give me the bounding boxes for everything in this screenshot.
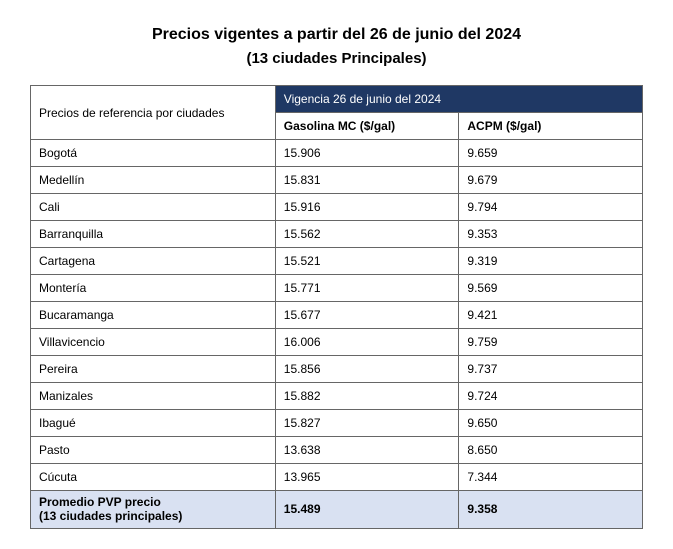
table-row: Cúcuta13.9657.344: [31, 464, 643, 491]
table-row: Ibagué15.8279.650: [31, 410, 643, 437]
city-cell: Pereira: [31, 356, 276, 383]
table-row: Pasto13.6388.650: [31, 437, 643, 464]
table-row: Cali15.9169.794: [31, 194, 643, 221]
gasolina-cell: 13.638: [275, 437, 459, 464]
gasolina-cell: 13.965: [275, 464, 459, 491]
acpm-cell: 9.659: [459, 140, 643, 167]
page-title: Precios vigentes a partir del 26 de juni…: [30, 26, 643, 44]
average-gasolina: 15.489: [275, 491, 459, 529]
average-label-line1: Promedio PVP precio: [39, 495, 161, 509]
gasolina-cell: 15.856: [275, 356, 459, 383]
acpm-cell: 9.569: [459, 275, 643, 302]
table-row: Cartagena15.5219.319: [31, 248, 643, 275]
gasolina-cell: 15.771: [275, 275, 459, 302]
city-cell: Cartagena: [31, 248, 276, 275]
page-subtitle: (13 ciudades Principales): [30, 50, 643, 67]
price-table: Precios de referencia por ciudades Vigen…: [30, 85, 643, 529]
city-cell: Bogotá: [31, 140, 276, 167]
row-header: Precios de referencia por ciudades: [31, 86, 276, 140]
price-tbody: Bogotá15.9069.659Medellín15.8319.679Cali…: [31, 140, 643, 529]
col-header-gasolina: Gasolina MC ($/gal): [275, 113, 459, 140]
acpm-cell: 7.344: [459, 464, 643, 491]
city-cell: Cali: [31, 194, 276, 221]
gasolina-cell: 15.906: [275, 140, 459, 167]
acpm-cell: 9.353: [459, 221, 643, 248]
city-cell: Medellín: [31, 167, 276, 194]
acpm-cell: 9.724: [459, 383, 643, 410]
average-acpm: 9.358: [459, 491, 643, 529]
gasolina-cell: 15.831: [275, 167, 459, 194]
gasolina-cell: 15.882: [275, 383, 459, 410]
table-row: Bucaramanga15.6779.421: [31, 302, 643, 329]
average-label: Promedio PVP precio(13 ciudades principa…: [31, 491, 276, 529]
acpm-cell: 9.759: [459, 329, 643, 356]
table-row: Montería15.7719.569: [31, 275, 643, 302]
acpm-cell: 9.319: [459, 248, 643, 275]
gasolina-cell: 15.916: [275, 194, 459, 221]
acpm-cell: 9.679: [459, 167, 643, 194]
acpm-cell: 9.794: [459, 194, 643, 221]
acpm-cell: 9.421: [459, 302, 643, 329]
table-row: Barranquilla15.5629.353: [31, 221, 643, 248]
average-row: Promedio PVP precio(13 ciudades principa…: [31, 491, 643, 529]
gasolina-cell: 15.677: [275, 302, 459, 329]
city-cell: Villavicencio: [31, 329, 276, 356]
city-cell: Montería: [31, 275, 276, 302]
city-cell: Manizales: [31, 383, 276, 410]
table-row: Villavicencio16.0069.759: [31, 329, 643, 356]
table-row: Bogotá15.9069.659: [31, 140, 643, 167]
acpm-cell: 8.650: [459, 437, 643, 464]
gasolina-cell: 15.521: [275, 248, 459, 275]
city-cell: Ibagué: [31, 410, 276, 437]
gasolina-cell: 15.827: [275, 410, 459, 437]
gasolina-cell: 16.006: [275, 329, 459, 356]
city-cell: Bucaramanga: [31, 302, 276, 329]
table-row: Medellín15.8319.679: [31, 167, 643, 194]
gasolina-cell: 15.562: [275, 221, 459, 248]
table-row: Pereira15.8569.737: [31, 356, 643, 383]
acpm-cell: 9.650: [459, 410, 643, 437]
city-cell: Barranquilla: [31, 221, 276, 248]
city-cell: Pasto: [31, 437, 276, 464]
average-label-line2: (13 ciudades principales): [39, 509, 182, 523]
acpm-cell: 9.737: [459, 356, 643, 383]
table-row: Manizales15.8829.724: [31, 383, 643, 410]
col-header-acpm: ACPM ($/gal): [459, 113, 643, 140]
banner-header: Vigencia 26 de junio del 2024: [275, 86, 642, 113]
city-cell: Cúcuta: [31, 464, 276, 491]
